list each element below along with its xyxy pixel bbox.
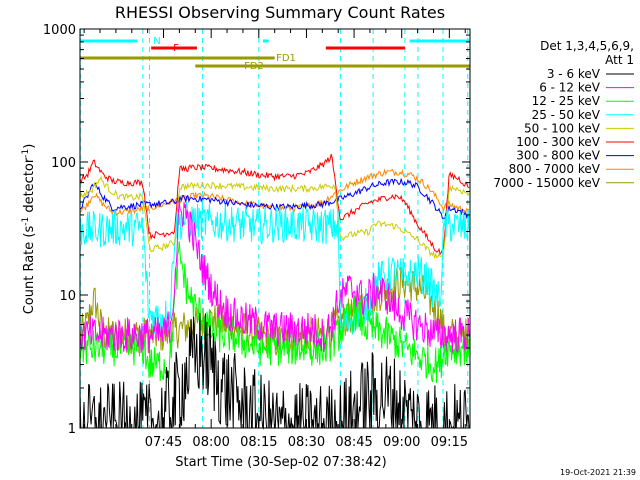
series-line-100-300-kev <box>79 153 470 256</box>
plot-area: N F FD1 FD2 <box>79 29 471 430</box>
series-line-25-50-kev <box>79 201 471 337</box>
legend-label-12-25-kev: 12 - 25 keV <box>532 94 601 108</box>
series-line-12-25-kev <box>79 241 471 384</box>
legend-header-line2: Att 1 <box>605 53 634 67</box>
flag-fd1-label: FD1 <box>276 53 296 64</box>
x-tick-label-2: 08:15 <box>240 435 277 450</box>
legend-label-6-12-kev: 6 - 12 keV <box>539 81 601 95</box>
timestamp: 19-Oct-2021 21:39 <box>560 468 636 477</box>
legend-label-300-800-kev: 300 - 800 keV <box>516 149 600 163</box>
legend-label-3-6-kev: 3 - 6 keV <box>547 67 601 81</box>
x-tick-label-0: 07:45 <box>145 435 182 450</box>
series-line-6-12-kev <box>79 201 471 354</box>
legend-label-50-100-kev: 50 - 100 keV <box>524 121 601 135</box>
y-tick-label-3: 1000 <box>43 23 76 38</box>
x-axis-label: Start Time (30-Sep-02 07:38:42) <box>175 455 386 470</box>
x-tick-label-5: 09:00 <box>383 435 420 450</box>
x-tick-label-4: 08:45 <box>335 435 372 450</box>
flag-n-label: N <box>153 36 160 47</box>
x-tick-label-6: 09:15 <box>431 435 468 450</box>
chart-title: RHESSI Observing Summary Count Rates <box>115 3 445 22</box>
legend-label-100-300-kev: 100 - 300 keV <box>516 135 600 149</box>
legend-header-line1: Det 1,3,4,5,6,9, <box>540 39 634 53</box>
flag-fd2-label: FD2 <box>244 61 264 72</box>
series-line-50-100-kev <box>79 175 470 259</box>
y-tick-label-2: 100 <box>51 156 76 171</box>
flag-f-label: F <box>173 43 179 54</box>
y-tick-label-0: 1 <box>68 422 76 437</box>
legend-label-25-50-kev: 25 - 50 keV <box>532 108 601 122</box>
x-tick-label-3: 08:30 <box>288 435 325 450</box>
legend-label-800-7000-kev: 800 - 7000 keV <box>509 162 601 176</box>
y-axis-label: Count Rate (s-1 detector-1) <box>21 144 37 315</box>
legend-label-7000-15000-kev: 7000 - 15000 keV <box>493 176 600 190</box>
x-tick-label-1: 08:00 <box>192 435 229 450</box>
y-tick-label-1: 10 <box>59 289 76 304</box>
